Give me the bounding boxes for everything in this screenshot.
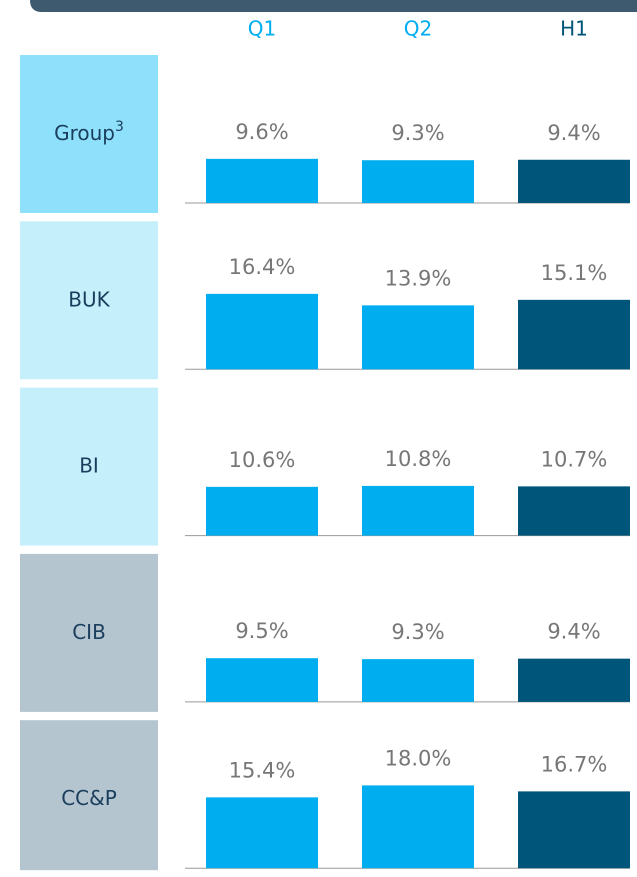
row-label: BI xyxy=(79,453,99,477)
value-label: 16.7% xyxy=(541,752,608,776)
bar xyxy=(518,658,630,702)
value-label: 9.3% xyxy=(391,121,444,145)
bar xyxy=(362,485,474,536)
row-label-text: Group xyxy=(54,121,115,145)
value-label: 9.4% xyxy=(547,121,600,145)
column-header: H1 xyxy=(560,17,588,41)
bar xyxy=(518,486,630,536)
footnote-mark: 3 xyxy=(115,119,124,135)
value-label: 10.8% xyxy=(385,447,452,471)
row-label-box xyxy=(20,387,158,546)
row-label: BUK xyxy=(68,287,110,311)
row-label-box xyxy=(20,221,158,380)
row-label-text: BUK xyxy=(68,287,110,311)
row-label-box xyxy=(20,553,158,712)
row-label-box xyxy=(20,720,158,871)
bar xyxy=(206,658,318,702)
value-label: 18.0% xyxy=(385,746,452,770)
value-label: 16.4% xyxy=(229,255,296,279)
row-label: CIB xyxy=(72,619,106,643)
value-label: 9.5% xyxy=(235,619,288,643)
column-header: Q2 xyxy=(404,17,432,41)
bar xyxy=(362,305,474,370)
top-banner xyxy=(30,0,637,12)
row-label-box xyxy=(20,55,158,213)
value-label: 15.1% xyxy=(541,261,608,285)
bar xyxy=(518,791,630,869)
value-label: 15.4% xyxy=(229,758,296,782)
value-label: 10.7% xyxy=(541,447,608,471)
value-label: 9.6% xyxy=(235,120,288,144)
bar xyxy=(518,299,630,370)
bar xyxy=(206,293,318,370)
bar xyxy=(362,160,474,203)
row-label: CC&P xyxy=(61,786,117,810)
row-label-text: BI xyxy=(79,453,99,477)
column-header: Q1 xyxy=(248,17,276,41)
row-label-text: CC&P xyxy=(61,786,117,810)
bar xyxy=(362,785,474,869)
bar xyxy=(518,159,630,203)
value-label: 9.4% xyxy=(547,620,600,644)
bar xyxy=(206,486,318,536)
value-label: 13.9% xyxy=(385,266,452,290)
row-label: Group3 xyxy=(54,119,124,145)
value-label: 10.6% xyxy=(229,448,296,472)
value-label: 9.3% xyxy=(391,620,444,644)
bar xyxy=(206,797,318,869)
bar xyxy=(206,158,318,203)
row-label-text: CIB xyxy=(72,619,106,643)
bar xyxy=(362,659,474,702)
